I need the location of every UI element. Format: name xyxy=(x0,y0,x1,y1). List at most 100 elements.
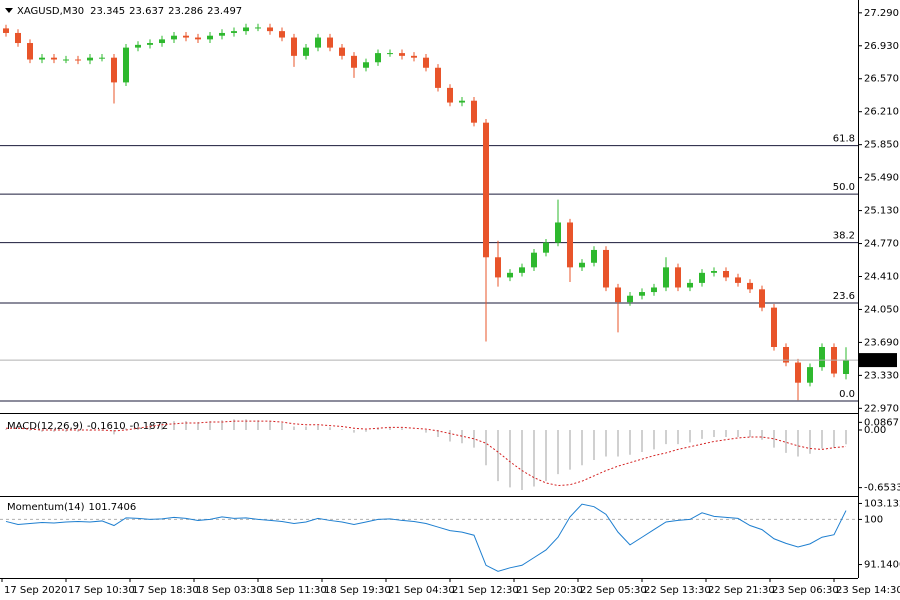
candle-body xyxy=(315,37,321,48)
x-tick-label: 23 Sep 14:30 xyxy=(836,585,900,596)
y-tick-label: 26.570 xyxy=(864,74,899,85)
candle-body xyxy=(123,47,129,83)
last-low: 23.286 xyxy=(168,6,203,17)
x-tick-label: 21 Sep 20:30 xyxy=(516,585,583,596)
candle-body xyxy=(471,100,477,123)
candle-body xyxy=(579,262,585,268)
x-tick-label: 18 Sep 03:30 xyxy=(196,585,263,596)
x-tick-label: 18 Sep 19:30 xyxy=(324,585,391,596)
candle-body xyxy=(51,57,57,60)
candle-body xyxy=(747,282,753,290)
candle-body xyxy=(147,43,153,45)
candle-body xyxy=(687,282,693,288)
candle-body xyxy=(663,267,669,288)
x-tick-label: 21 Sep 12:30 xyxy=(452,585,519,596)
candle-body xyxy=(459,100,465,103)
y-tick-label: 24.050 xyxy=(864,304,899,315)
candle-body xyxy=(339,47,345,56)
candle-body xyxy=(723,271,729,278)
macd-header: MACD(12,26,9) -0.1610 -0.1872 xyxy=(7,421,168,432)
macd-last: -0.1610 xyxy=(87,421,126,432)
candle-body xyxy=(279,31,285,38)
candle-body xyxy=(3,28,9,33)
candle-body xyxy=(207,35,213,40)
momentum-line xyxy=(5,503,847,572)
candle-body xyxy=(735,277,741,283)
menu-arrow[interactable] xyxy=(5,8,13,13)
x-tick-label: 22 Sep 05:30 xyxy=(580,585,647,596)
candle-body xyxy=(591,249,597,263)
momentum-last: 101.7406 xyxy=(89,502,137,513)
y-tick-label: 27.290 xyxy=(864,8,899,19)
y-tick-label: 23.330 xyxy=(864,370,899,381)
last-high: 23.637 xyxy=(129,6,164,17)
candle-body xyxy=(675,267,681,288)
candle-body xyxy=(639,292,645,296)
header: XAGUSD,M30 23.345 23.637 23.286 23.497 xyxy=(17,6,242,17)
candle-body xyxy=(423,57,429,68)
candle-body xyxy=(771,307,777,347)
candle-body xyxy=(15,32,21,44)
candle-body xyxy=(159,39,165,44)
y-tick-label: 100 xyxy=(864,514,883,525)
candle-body xyxy=(399,53,405,56)
y-tick-label: -0.6533 xyxy=(864,483,900,494)
candle-body xyxy=(519,267,525,273)
candle-body xyxy=(447,87,453,103)
candle-body xyxy=(531,252,537,268)
candle-body xyxy=(63,59,69,61)
candle-body xyxy=(711,271,717,273)
x-tick-label: 22 Sep 13:30 xyxy=(644,585,711,596)
last-close: 23.497 xyxy=(207,6,242,17)
x-tick-label: 18 Sep 11:30 xyxy=(260,585,327,596)
y-tick-label: 26.210 xyxy=(864,107,899,118)
candle-body xyxy=(807,367,813,383)
fib-label: 61.8 xyxy=(833,134,855,145)
candle-body xyxy=(543,242,549,253)
fib-label: 38.2 xyxy=(833,231,855,242)
candle-body xyxy=(759,289,765,308)
last-open: 23.345 xyxy=(90,6,125,17)
candle-body xyxy=(27,43,33,60)
fib-label: 23.6 xyxy=(833,291,855,302)
candle-body xyxy=(363,62,369,68)
candle-body xyxy=(603,249,609,288)
y-tick-label: 103.1328 xyxy=(864,498,900,509)
signal-line xyxy=(6,420,847,487)
macd-title: MACD(12,26,9) xyxy=(7,421,83,432)
x-tick-label: 22 Sep 21:30 xyxy=(708,585,775,596)
candle-body xyxy=(135,44,141,48)
candle-body xyxy=(555,222,561,243)
candle-body xyxy=(819,346,825,368)
fib-label: 0.0 xyxy=(839,389,855,400)
y-tick-label: 26.930 xyxy=(864,41,899,52)
candle-body xyxy=(351,55,357,68)
candle-body xyxy=(255,27,261,29)
candle-body xyxy=(411,55,417,58)
candle-body xyxy=(483,122,489,258)
x-tick-label: 17 Sep 18:30 xyxy=(132,585,199,596)
y-tick-label: 91.1400 xyxy=(864,560,900,571)
candle-body xyxy=(195,37,201,40)
candle-body xyxy=(171,35,177,40)
candle-body xyxy=(87,57,93,61)
candle-body xyxy=(243,27,249,32)
y-tick-label: 25.130 xyxy=(864,206,899,217)
candle-body xyxy=(291,37,297,56)
candle-body xyxy=(183,35,189,38)
last-price-label: 23.497 xyxy=(862,355,897,366)
y-tick-label: 0.0867 xyxy=(864,417,899,428)
y-tick-label: 24.410 xyxy=(864,271,899,282)
x-tick-label: 17 Sep 2020 xyxy=(4,585,67,596)
candle-body xyxy=(507,272,513,278)
last-price-box xyxy=(859,353,897,368)
candle-body xyxy=(111,57,117,83)
candle-body xyxy=(327,37,333,48)
symbol: XAGUSD,M30 xyxy=(17,6,84,17)
momentum-header: Momentum(14) 101.7406 xyxy=(7,502,136,513)
x-tick-label: 21 Sep 04:30 xyxy=(388,585,455,596)
candle-body xyxy=(303,47,309,56)
candle-body xyxy=(615,287,621,303)
